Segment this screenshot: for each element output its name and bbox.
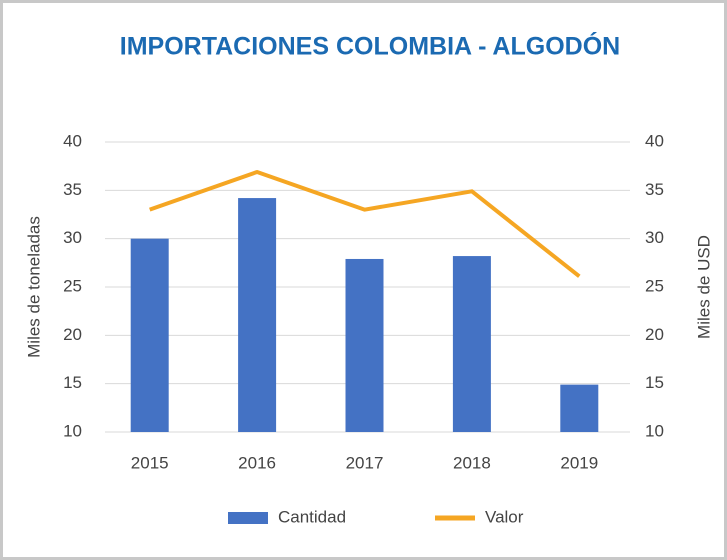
y2-tick-label: 40 [645, 131, 664, 150]
x-tick-label: 2018 [453, 453, 491, 472]
y2-tick-label: 35 [645, 180, 664, 199]
y2-tick-label: 10 [645, 421, 664, 440]
y2-axis-title: Miles de USD [694, 235, 713, 339]
y2-tick-label: 15 [645, 373, 664, 392]
y-tick-label: 10 [63, 421, 82, 440]
x-tick-label: 2019 [560, 453, 598, 472]
x-tick-label: 2017 [346, 453, 384, 472]
y-axis-title: Miles de toneladas [24, 216, 43, 358]
y-tick-label: 40 [63, 131, 82, 150]
x-tick-label: 2016 [238, 453, 276, 472]
legend-label: Cantidad [278, 507, 346, 526]
chart-title: IMPORTACIONES COLOMBIA - ALGODÓN [120, 31, 620, 61]
y-tick-label: 30 [63, 228, 82, 247]
bar [238, 198, 277, 432]
y2-tick-label: 30 [645, 228, 664, 247]
y-tick-label: 15 [63, 373, 82, 392]
bar [130, 238, 169, 432]
legend-swatch [228, 512, 268, 524]
line [149, 169, 581, 278]
y-tick-label: 35 [63, 180, 82, 199]
y2-tick-label: 25 [645, 276, 664, 295]
y-tick-label: 25 [63, 276, 82, 295]
y2-tick-label: 20 [645, 325, 664, 344]
legend-label: Valor [485, 507, 524, 526]
y-tick-label: 20 [63, 325, 82, 344]
x-tick-label: 2015 [131, 453, 169, 472]
bar [345, 258, 384, 432]
bar [560, 384, 599, 432]
bar [452, 256, 491, 432]
